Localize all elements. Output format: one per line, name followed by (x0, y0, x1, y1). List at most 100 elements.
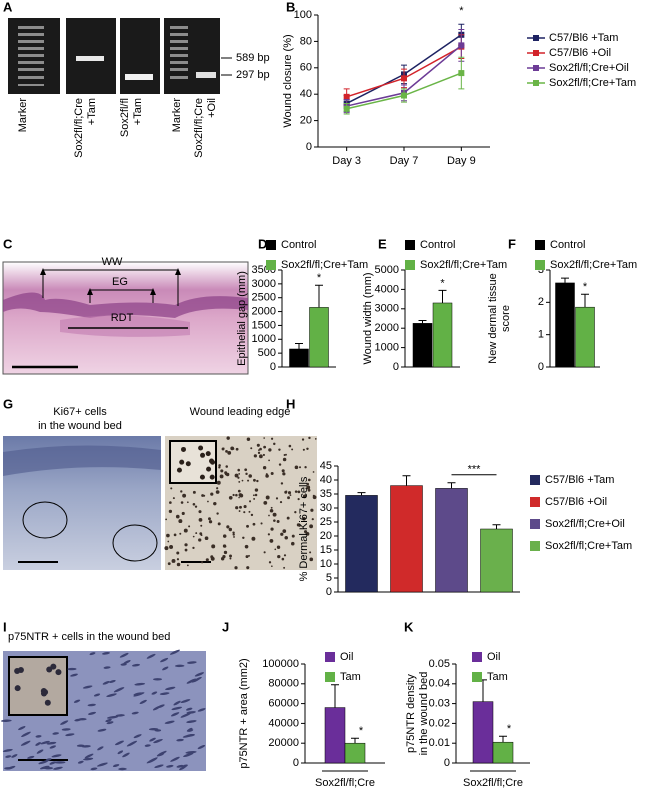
cell (152, 678, 163, 681)
nucleus (232, 493, 235, 497)
nucleus (203, 494, 206, 497)
legend-label: Control (550, 239, 585, 251)
panel-label: D (258, 236, 267, 251)
x-tick-label: Day 7 (390, 155, 419, 167)
cell (185, 751, 197, 754)
nucleus (204, 536, 209, 541)
nucleus (256, 443, 260, 447)
nucleus (306, 482, 310, 486)
nucleus (309, 557, 314, 562)
cell (51, 754, 62, 758)
panel-label: J (222, 619, 229, 634)
cell (169, 649, 180, 655)
cell (122, 752, 130, 758)
y-tick-label: 5 (326, 572, 332, 584)
nucleus (168, 509, 173, 514)
cell (133, 734, 142, 739)
nucleus (216, 512, 219, 515)
nucleus (170, 487, 173, 490)
nucleus (277, 554, 281, 559)
nucleus (194, 505, 198, 508)
legend-swatch (533, 50, 539, 56)
nucleus (184, 548, 188, 552)
nucleus (289, 494, 292, 497)
nucleus (181, 511, 185, 516)
legend-swatch (325, 672, 335, 682)
cell (21, 731, 31, 738)
cell (55, 669, 62, 676)
nucleus (249, 500, 252, 503)
legend-swatch (530, 519, 540, 529)
legend-swatch (530, 497, 540, 507)
nucleus (180, 446, 186, 452)
nucleus (280, 482, 284, 485)
nucleus (270, 437, 274, 440)
y-tick-label: 40 (320, 474, 332, 486)
cell (132, 663, 141, 667)
y-axis-label: p75NTR + area (mm2) (238, 658, 250, 768)
cell (191, 676, 202, 683)
legend-label: C57/Bl6 +Tam (545, 474, 614, 486)
y-tick-label: 4000 (375, 283, 399, 295)
y-tick-label: 0 (393, 361, 399, 373)
cell (89, 652, 96, 656)
nucleus (176, 467, 182, 473)
y-tick-label: 0.01 (429, 737, 450, 749)
nucleus (301, 438, 305, 441)
y-axis-label: Wound width (mm) (362, 272, 374, 364)
cell (197, 744, 206, 750)
cell (106, 715, 119, 719)
nucleus (246, 524, 249, 528)
cell (171, 706, 183, 711)
nucleus (230, 446, 235, 451)
nucleus (220, 469, 224, 473)
nucleus (273, 519, 276, 522)
error-bar (479, 679, 487, 702)
y-tick-label: 45 (320, 460, 332, 472)
bar (555, 282, 575, 368)
nucleus (229, 554, 232, 558)
nucleus (275, 497, 279, 500)
nucleus (237, 468, 241, 472)
nucleus (251, 536, 256, 541)
legend-label: Control (420, 239, 455, 251)
bar (432, 302, 453, 368)
nucleus (235, 447, 239, 451)
cell (39, 765, 50, 770)
nucleus (205, 558, 209, 562)
nucleus (238, 473, 241, 475)
nucleus (294, 490, 298, 493)
cell (170, 712, 180, 717)
gel-image (8, 18, 232, 94)
annotation: * (440, 277, 445, 289)
cell (0, 719, 12, 722)
point (458, 70, 465, 77)
nucleus (179, 459, 185, 465)
y-tick-label: 3000 (375, 303, 399, 315)
y-tick-label: 2000 (375, 322, 399, 334)
nucleus (270, 506, 273, 509)
nucleus (200, 452, 206, 458)
cell (87, 703, 96, 707)
nucleus (283, 566, 286, 569)
image-label: RDT (111, 312, 134, 324)
legend-label: C57/Bl6 +Oil (549, 47, 611, 59)
y-tick-label: 20000 (268, 737, 299, 749)
nucleus (237, 476, 240, 479)
cell (40, 690, 47, 697)
nucleus (199, 474, 205, 480)
nucleus (167, 562, 171, 566)
panel-label: A (3, 0, 13, 14)
y-tick-label: 1 (538, 329, 544, 341)
nucleus (257, 451, 261, 454)
cell (97, 728, 107, 732)
y-tick-label: 0 (326, 586, 332, 598)
cell (14, 685, 21, 692)
nucleus (287, 491, 292, 495)
cell (102, 681, 110, 685)
cell (144, 744, 151, 747)
nucleus (291, 534, 295, 538)
nucleus (291, 448, 294, 451)
y-axis-label: score (500, 305, 512, 332)
nucleus (312, 495, 317, 500)
